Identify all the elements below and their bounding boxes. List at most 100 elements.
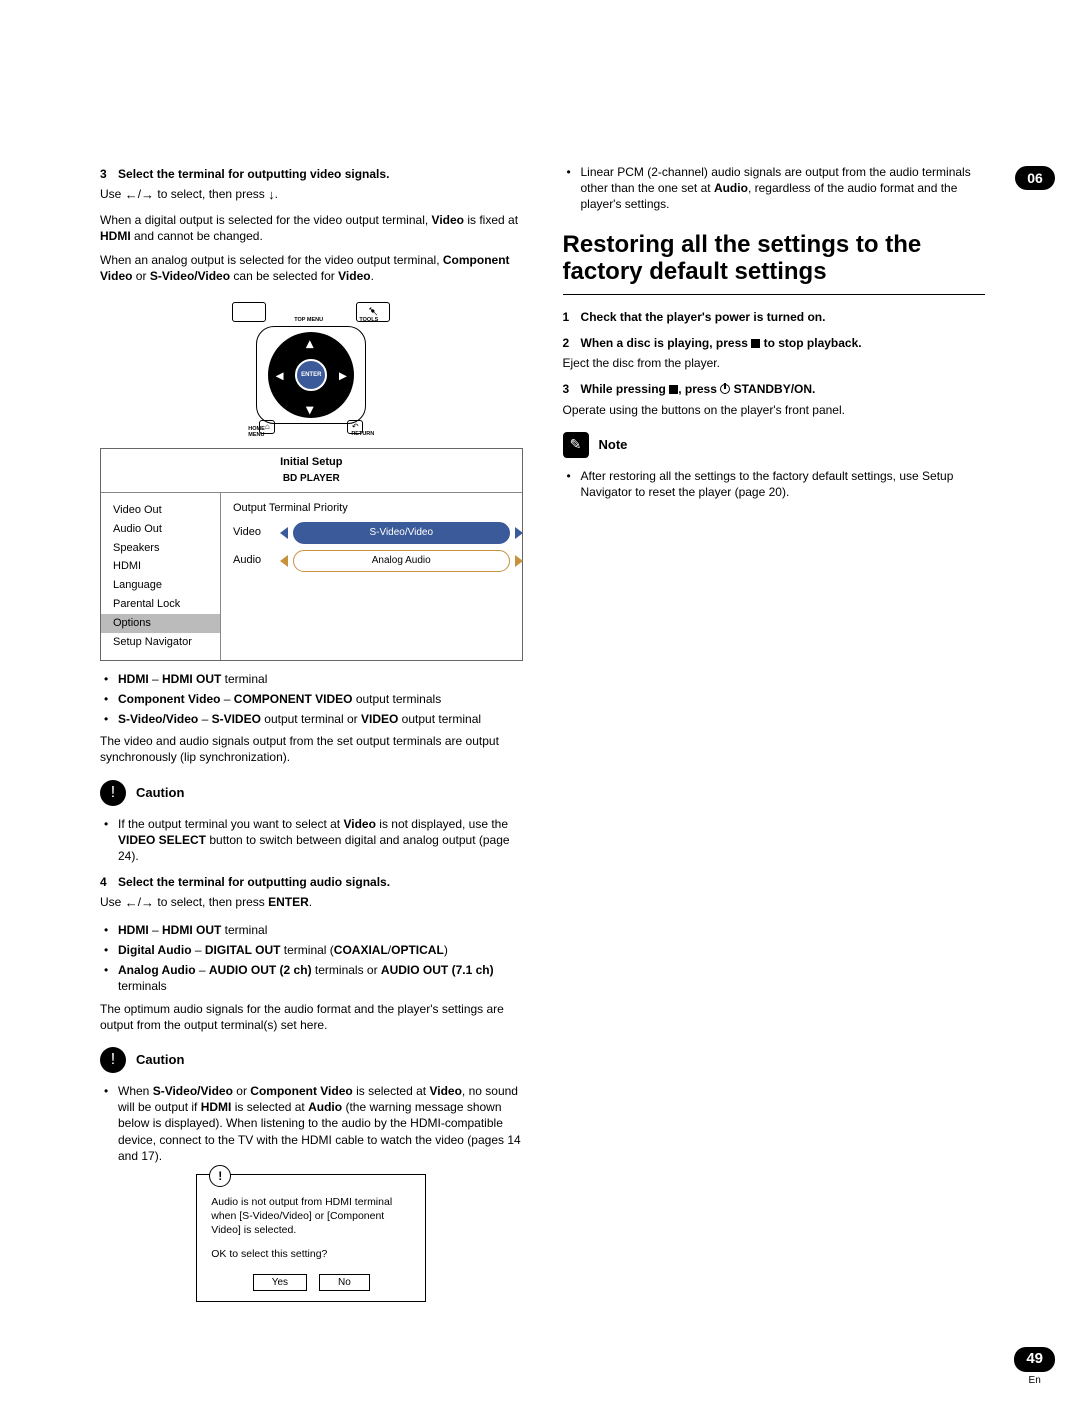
left-arrow-icon: ◂ — [276, 366, 283, 385]
heading-rule — [563, 294, 986, 295]
note-callout: ✎ Note — [563, 432, 986, 458]
caution-icon: ! — [100, 1047, 126, 1073]
osd-title: Initial Setup — [101, 449, 522, 472]
step-title-c: STANDBY/ON. — [730, 382, 815, 396]
right-top-item: Linear PCM (2-channel) audio signals are… — [563, 164, 986, 213]
up-arrow-icon: ▴ — [306, 334, 313, 353]
osd-menu-item: HDMI — [113, 557, 220, 576]
label-tools: TOOLS — [359, 317, 378, 324]
power-icon — [720, 384, 730, 394]
osd-row-label: Audio — [233, 553, 283, 568]
right-top-bullet: Linear PCM (2-channel) audio signals are… — [563, 164, 986, 213]
caution-1-item: If the output terminal you want to selec… — [100, 816, 523, 865]
caution-1-body: If the output terminal you want to selec… — [100, 816, 523, 865]
step-3-heading: 3 Select the terminal for outputting vid… — [100, 166, 523, 182]
osd-right-panel: Output Terminal Priority Video S-Video/Vi… — [221, 493, 522, 660]
stop-icon — [669, 385, 678, 394]
down-arrow-icon: ▾ — [306, 400, 313, 419]
left-column: 3 Select the terminal for outputting vid… — [100, 160, 523, 1302]
dialog-yes-button[interactable]: Yes — [253, 1274, 307, 1292]
return-button: ↶ — [347, 420, 363, 434]
osd-row: Video S-Video/Video — [233, 522, 510, 544]
osd-menu: Initial Setup BD PLAYER Video OutAudio O… — [100, 448, 523, 660]
terminal-item: Component Video – COMPONENT VIDEO output… — [100, 691, 523, 707]
step-num: 3 — [100, 167, 107, 181]
remote-diagram: TOP MENU TOOLS ENTER ▴ ▾ ◂ ▸ HOME MENU R… — [100, 302, 523, 436]
dialog-msg: Audio is not output from HDMI terminal w… — [211, 1195, 411, 1238]
step-num: 2 — [563, 336, 570, 350]
osd-menu-item: Audio Out — [113, 520, 220, 539]
page-num-value: 49 — [1014, 1347, 1055, 1371]
para-analog: When an analog output is selected for th… — [100, 252, 523, 284]
left-arrow-icon: ← — [125, 895, 138, 910]
step-title-a: When a disc is playing, press — [581, 336, 752, 350]
step-title-a: While pressing — [581, 382, 670, 396]
step-num: 1 — [563, 310, 570, 324]
step-3-instruction: Use ←/→ to select, then press ↓. — [100, 186, 523, 204]
right-column: 06 Linear PCM (2-channel) audio signals … — [563, 160, 986, 1302]
r-step-2: 2 When a disc is playing, press to stop … — [563, 335, 986, 351]
stop-icon — [751, 339, 760, 348]
step-title: Select the terminal for outputting audio… — [118, 875, 390, 889]
terminal-item: S-Video/Video – S-VIDEO output terminal … — [100, 711, 523, 727]
osd-menu-item: Parental Lock — [113, 595, 220, 614]
osd-subtitle: BD PLAYER — [101, 472, 522, 492]
caution-2-item: When S-Video/Video or Component Video is… — [100, 1083, 523, 1164]
r-step-3-body: Operate using the buttons on the player'… — [563, 402, 986, 418]
step-title: Select the terminal for outputting video… — [118, 167, 389, 181]
exclamation-icon: ! — [209, 1165, 231, 1187]
osd-menu-item: Speakers — [113, 539, 220, 558]
r-step-1: 1 Check that the player's power is turne… — [563, 309, 986, 325]
right-arrow-icon: ▸ — [339, 366, 346, 385]
home-button: ⌂ — [259, 420, 275, 434]
note-item: After restoring all the settings to the … — [563, 468, 986, 500]
osd-right-header: Output Terminal Priority — [233, 501, 510, 516]
osd-row-label: Video — [233, 525, 283, 540]
osd-menu-item: Setup Navigator — [113, 633, 220, 652]
osd-left-menu: Video OutAudio OutSpeakersHDMILanguagePa… — [101, 493, 221, 660]
note-body: After restoring all the settings to the … — [563, 468, 986, 500]
lip-sync-para: The video and audio signals output from … — [100, 733, 523, 765]
caution-2-body: When S-Video/Video or Component Video is… — [100, 1083, 523, 1164]
note-label: Note — [599, 436, 628, 454]
caution-1: ! Caution — [100, 780, 523, 806]
top-menu-button — [232, 302, 266, 322]
step-4-heading: 4 Select the terminal for outputting aud… — [100, 874, 523, 890]
page-number: 49 En — [1014, 1347, 1055, 1387]
step-num: 4 — [100, 875, 107, 889]
osd-row-value: Analog Audio — [293, 550, 510, 572]
section-heading: Restoring all the settings to the factor… — [563, 231, 986, 286]
tools-icon — [368, 307, 378, 317]
osd-row: Audio Analog Audio — [233, 550, 510, 572]
page-lang: En — [1014, 1374, 1055, 1388]
note-icon: ✎ — [563, 432, 589, 458]
enter-button: ENTER — [295, 359, 327, 391]
step-title-b: to stop playback. — [760, 336, 861, 350]
step-4-instruction: Use ←/→ to select, then press ENTER. — [100, 894, 523, 912]
osd-row-value: S-Video/Video — [293, 522, 510, 544]
caution-icon: ! — [100, 780, 126, 806]
step-title: Check that the player's power is turned … — [581, 310, 826, 324]
right-arrow-icon: → — [141, 895, 154, 910]
dialog-question: OK to select this setting? — [211, 1247, 411, 1261]
terminal-list-audio: HDMI – HDMI OUT terminalDigital Audio – … — [100, 922, 523, 995]
right-arrow-icon: → — [141, 187, 154, 202]
terminal-item: Analog Audio – AUDIO OUT (2 ch) terminal… — [100, 962, 523, 994]
terminal-item: HDMI – HDMI OUT terminal — [100, 922, 523, 938]
caution-label: Caution — [136, 1051, 184, 1069]
chapter-tab: 06 — [1015, 166, 1055, 190]
step-title-b: , press — [678, 382, 720, 396]
terminal-item: HDMI – HDMI OUT terminal — [100, 671, 523, 687]
step-num: 3 — [563, 382, 570, 396]
para-digital: When a digital output is selected for th… — [100, 212, 523, 244]
caution-2: ! Caution — [100, 1047, 523, 1073]
terminal-list-video: HDMI – HDMI OUT terminal Component Video … — [100, 671, 523, 728]
label-top-menu: TOP MENU — [294, 317, 323, 324]
caution-label: Caution — [136, 784, 184, 802]
osd-menu-item: Video Out — [113, 501, 220, 520]
osd-menu-item: Language — [113, 576, 220, 595]
warning-dialog: ! Audio is not output from HDMI terminal… — [100, 1174, 523, 1302]
dialog-no-button[interactable]: No — [319, 1274, 370, 1292]
r-step-3: 3 While pressing , press STANDBY/ON. — [563, 381, 986, 397]
left-arrow-icon: ← — [125, 187, 138, 202]
